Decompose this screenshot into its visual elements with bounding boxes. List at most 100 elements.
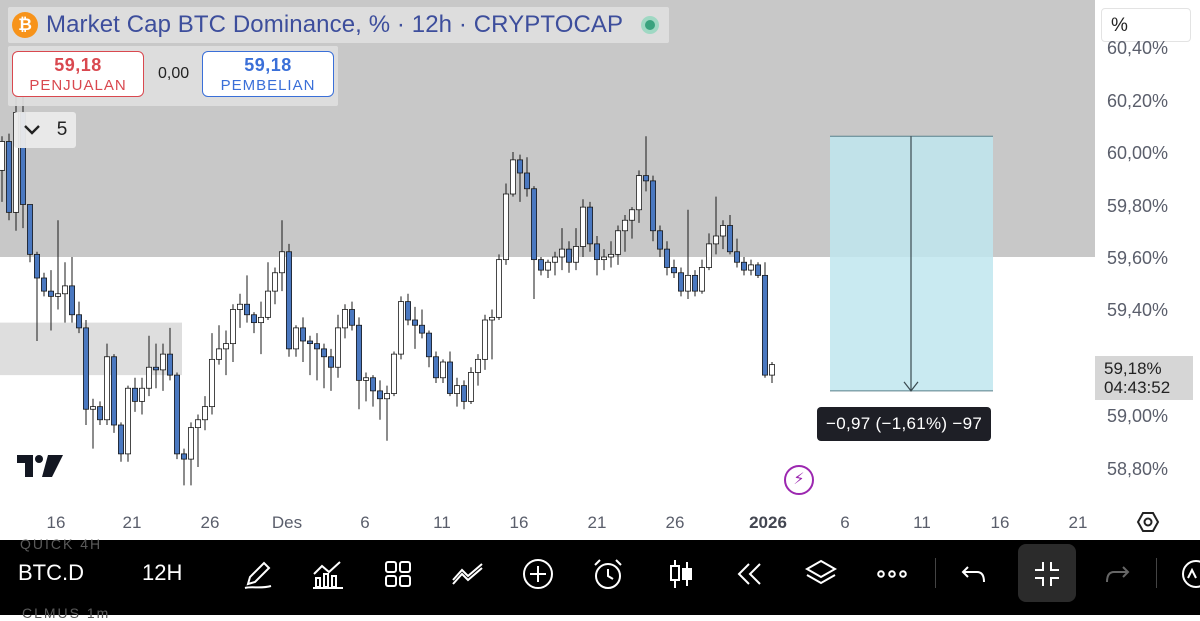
redo-icon[interactable]: [1098, 556, 1134, 592]
time-tick: 21: [122, 513, 142, 532]
candle-body: [264, 290, 271, 318]
time-tick: 6: [840, 513, 850, 532]
candle-body: [376, 390, 383, 400]
price-tick: 59,80%: [1107, 196, 1169, 216]
time-tick: 21: [587, 513, 607, 532]
time-tick-year: 2026: [749, 513, 787, 532]
price-tick: 60,00%: [1107, 143, 1169, 163]
layouts-grid-icon[interactable]: [380, 556, 416, 592]
candle-body: [97, 406, 104, 421]
candle-body: [41, 277, 48, 292]
candle-body: [636, 175, 643, 211]
candle-body: [446, 361, 453, 394]
candle-body: [313, 343, 320, 350]
time-tick: 16: [990, 513, 1010, 532]
candle-body: [243, 303, 250, 316]
candle-body: [538, 259, 545, 271]
fullscreen-toggle-bg[interactable]: [1018, 544, 1076, 602]
layers-icon[interactable]: [803, 556, 839, 592]
replay-icon[interactable]: [732, 556, 768, 592]
price-tick: 58,80%: [1107, 459, 1169, 479]
candle-body: [453, 385, 460, 394]
lightning-icon[interactable]: ⚡: [784, 465, 814, 495]
indicators-toggle[interactable]: 5: [14, 112, 76, 148]
candle-body: [131, 387, 138, 402]
candle-style-icon[interactable]: [663, 556, 699, 592]
candle-body: [671, 267, 678, 274]
support-zone: [0, 322, 182, 376]
candle-body: [383, 393, 390, 400]
more-icon[interactable]: [874, 556, 910, 592]
symbol-button[interactable]: BTC.D: [18, 560, 84, 585]
price-tick: 60,20%: [1107, 91, 1169, 111]
trade-panel: 59,18 PENJUALAN 0,00 59,18 PEMBELIAN: [8, 46, 338, 106]
time-tick: 11: [913, 513, 931, 532]
candle-body: [327, 356, 334, 368]
candle-body: [355, 324, 362, 381]
candle-body: [769, 364, 776, 376]
compare-icon[interactable]: [450, 556, 486, 592]
candle-body: [125, 387, 132, 455]
candle-body: [692, 274, 699, 292]
candle-body: [713, 235, 720, 245]
candle-body: [657, 230, 664, 250]
undo-icon[interactable]: [957, 556, 993, 592]
candle-body: [488, 316, 495, 321]
candle-body: [201, 406, 208, 421]
sell-label: PENJUALAN: [29, 77, 127, 94]
market-open-dot-icon: [641, 16, 660, 34]
candle-body: [236, 303, 243, 310]
measure-readout: −0,97 (−1,61%) −97: [817, 407, 992, 441]
pine-icon[interactable]: [1174, 556, 1200, 592]
candle-body: [734, 251, 741, 263]
chart-settings-gear-icon[interactable]: [1136, 510, 1160, 534]
candle-body: [257, 316, 264, 324]
candle-body: [152, 366, 159, 371]
candle-body: [418, 324, 425, 334]
candle-body: [650, 180, 657, 232]
candle-body: [460, 385, 467, 402]
collapse-fullscreen-icon[interactable]: [1029, 556, 1065, 592]
interval-button[interactable]: 12H: [142, 560, 183, 585]
candle-body: [83, 327, 90, 410]
time-tick: 26: [200, 513, 220, 532]
candle-body: [411, 319, 418, 326]
candle-body: [608, 253, 615, 258]
candle-body: [439, 361, 446, 379]
candle-body: [166, 353, 173, 376]
chart-area[interactable]: ₿ Market Cap BTC Dominance, % · 12h · CR…: [0, 0, 1095, 505]
candle-body: [524, 172, 531, 190]
sell-button[interactable]: 59,18 PENJUALAN: [12, 51, 144, 97]
add-icon[interactable]: [520, 556, 556, 592]
symbol-legend[interactable]: ₿ Market Cap BTC Dominance, % · 12h · CR…: [8, 7, 670, 43]
candle-body: [215, 348, 222, 360]
bar-countdown: 04:43:52: [1104, 378, 1171, 397]
alert-clock-icon[interactable]: [590, 556, 626, 592]
sell-price: 59,18: [54, 55, 102, 75]
price-tick: 60,40%: [1107, 38, 1169, 58]
candle-body: [62, 285, 69, 295]
candle-body: [545, 261, 552, 271]
candle-body: [348, 309, 355, 326]
candle-body: [104, 356, 111, 421]
toolbar-divider: [1156, 558, 1157, 588]
tradingview-logo: [17, 455, 63, 477]
candle-body: [69, 285, 76, 316]
price-axis[interactable]: % 60,40% 60,20% 60,00% 59,80% 59,60% 59,…: [1095, 0, 1200, 505]
percent-scale-button[interactable]: %: [1101, 8, 1191, 42]
buy-button[interactable]: 59,18 PEMBELIAN: [202, 51, 334, 97]
candle-body: [250, 314, 257, 324]
candle-body: [306, 340, 313, 345]
indicator-count: 5: [56, 119, 68, 140]
time-axis[interactable]: 16 21 26 Des 6 11 16 21 26 2026 6 11 16 …: [0, 505, 1200, 540]
buy-label: PEMBELIAN: [220, 77, 316, 94]
indicators-icon[interactable]: [310, 556, 346, 592]
candle-body: [111, 356, 118, 426]
candle-body: [727, 225, 734, 253]
drawing-pen-icon[interactable]: [240, 556, 276, 592]
candle-body: [566, 248, 573, 263]
candle-body: [509, 159, 516, 195]
candle-body: [0, 141, 5, 171]
price-tick: 59,40%: [1107, 300, 1169, 320]
spread-value: 0,00: [158, 65, 190, 82]
